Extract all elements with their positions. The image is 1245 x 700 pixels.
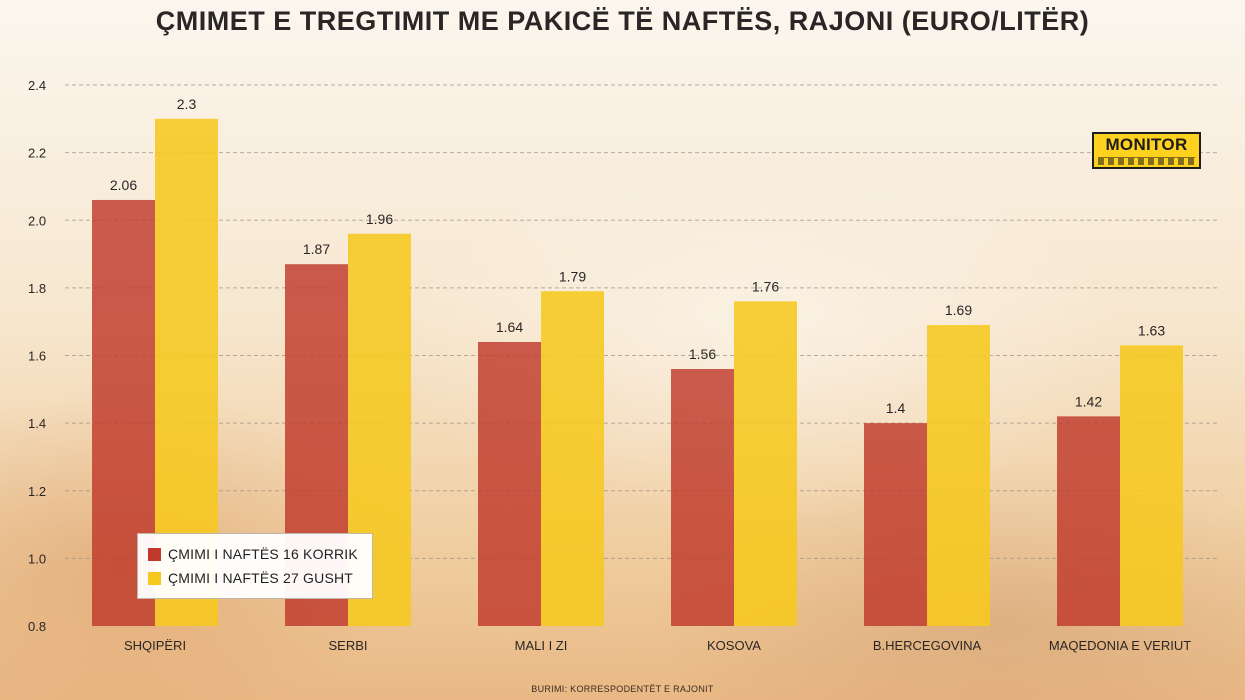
legend-label-series2: ÇMIMI I NAFTËS 27 GUSHT [168, 570, 354, 586]
bar [541, 291, 604, 626]
bar [1057, 416, 1120, 626]
x-tick-label: MALI I ZI [515, 638, 568, 653]
value-label: 1.42 [1075, 393, 1102, 409]
value-label: 2.3 [177, 96, 197, 112]
value-label: 1.4 [886, 400, 906, 416]
value-label: 1.69 [945, 302, 972, 318]
monitor-logo: MONITOR [1092, 132, 1201, 169]
grid-lines [65, 84, 1220, 559]
x-tick-label: KOSOVA [707, 638, 761, 653]
y-tick-label: 1.4 [28, 416, 46, 431]
x-tick-label: SERBI [328, 638, 367, 653]
y-tick-label: 1.6 [28, 349, 46, 364]
bar [478, 341, 541, 626]
y-tick-label: 1.0 [28, 551, 46, 566]
y-tick-label: 1.2 [28, 484, 46, 499]
bar [864, 423, 927, 626]
y-tick-label: 2.0 [28, 213, 46, 228]
bar [734, 301, 797, 626]
bar [671, 369, 734, 626]
value-label: 1.56 [689, 346, 716, 362]
logo-strip [1098, 157, 1195, 165]
x-axis-labels: SHQIPËRI SERBI MALI I ZI KOSOVA B.HERCEGOVIN… [124, 638, 1191, 653]
y-tick-label: 2.4 [28, 78, 46, 93]
value-label: 1.63 [1138, 322, 1165, 338]
value-label: 1.79 [559, 268, 586, 284]
legend-swatch-series1 [148, 547, 161, 561]
legend-swatch-series2 [148, 571, 161, 585]
value-labels: 2.06 2.3 1.87 1.96 1.64 1.79 1.56 1.76 1.4 1.69 1.… [110, 96, 1165, 416]
value-label: 1.64 [496, 319, 523, 335]
y-axis-ticks: 0.8 1.0 1.2 1.4 1.6 1.8 2.0 2.2 2.4 [28, 78, 46, 634]
value-label: 2.06 [110, 177, 137, 193]
x-tick-label: B.HERCEGOVINA [873, 638, 982, 653]
y-tick-label: 1.8 [28, 281, 46, 296]
y-tick-label: 2.2 [28, 146, 46, 161]
legend-label-series1: ÇMIMI I NAFTËS 16 KORRIK [168, 546, 358, 562]
bar [1120, 345, 1183, 626]
legend-item-series2: ÇMIMI I NAFTËS 27 GUSHT [148, 566, 372, 590]
legend: ÇMIMI I NAFTËS 16 KORRIK ÇMIMI I NAFTËS … [137, 533, 373, 599]
value-label: 1.96 [366, 211, 393, 227]
bar [927, 325, 990, 626]
x-tick-label: SHQIPËRI [124, 638, 186, 653]
source-note: BURIMI: KORRESPODENTËT E RAJONIT [531, 684, 714, 694]
value-label: 1.87 [303, 241, 330, 257]
value-label: 1.76 [752, 278, 779, 294]
y-tick-label: 0.8 [28, 619, 46, 634]
x-tick-label: MAQEDONIA E VERIUT [1049, 638, 1191, 653]
chart-title: ÇMIMET E TREGTIMIT ME PAKICË TË NAFTËS, … [155, 6, 1090, 36]
legend-item-series1: ÇMIMI I NAFTËS 16 KORRIK [148, 542, 372, 566]
